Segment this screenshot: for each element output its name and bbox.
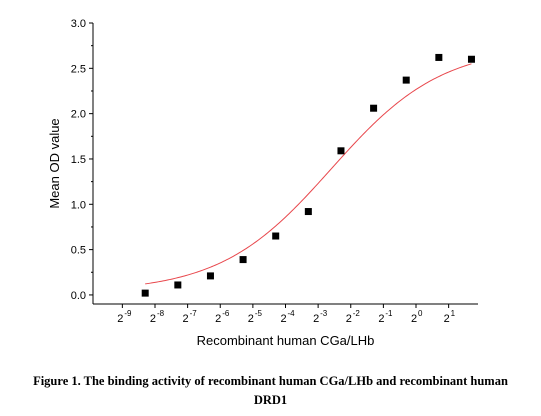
data-point xyxy=(206,272,214,280)
data-points xyxy=(141,53,475,297)
data-point xyxy=(174,281,182,289)
data-point xyxy=(141,289,149,297)
data-point xyxy=(239,256,247,264)
x-tick-superscript: -2 xyxy=(353,309,361,318)
x-tick-superscript: 1 xyxy=(451,309,456,318)
x-tick-label: 2 xyxy=(444,313,450,325)
x-tick-label: 2 xyxy=(378,313,384,325)
y-axis-ticks: 0.0 0.5 1.0 1.5 2.0 2.5 3.0 xyxy=(71,18,93,302)
y-tick-label: 3.0 xyxy=(71,18,86,30)
x-tick-superscript: -6 xyxy=(222,309,230,318)
data-point xyxy=(337,147,345,155)
x-axis-ticks: 2 -9 2 -8 2 -7 2 -6 2 -5 2 -4 2 -3 2 -2 2 -1 2 0 2 1 xyxy=(117,304,456,325)
fit-curve xyxy=(145,63,472,285)
data-point xyxy=(435,53,443,61)
y-tick-label: 0.5 xyxy=(71,245,86,257)
x-tick-superscript: -3 xyxy=(320,309,328,318)
y-tick-label: 0.0 xyxy=(71,290,86,302)
x-tick-superscript: -7 xyxy=(190,309,198,318)
x-tick-label: 2 xyxy=(183,313,189,325)
data-point xyxy=(402,76,410,84)
x-tick-label: 2 xyxy=(215,313,221,325)
x-tick-label: 2 xyxy=(346,313,352,325)
x-tick-superscript: -4 xyxy=(288,309,296,318)
data-point xyxy=(370,104,378,112)
caption-line-1: Figure 1. The binding activity of recomb… xyxy=(33,374,508,388)
data-point xyxy=(304,208,312,216)
y-tick-label: 2.5 xyxy=(71,63,86,75)
x-tick-superscript: 0 xyxy=(418,309,423,318)
y-tick-label: 2.0 xyxy=(71,109,86,121)
x-tick-superscript: -1 xyxy=(385,309,393,318)
y-axis-label: Mean OD value xyxy=(47,118,62,208)
x-tick-label: 2 xyxy=(117,313,123,325)
x-tick-label: 2 xyxy=(248,313,254,325)
x-tick-superscript: -5 xyxy=(255,309,263,318)
figure-caption: Figure 1. The binding activity of recomb… xyxy=(0,372,541,410)
x-tick-label: 2 xyxy=(313,313,319,325)
x-tick-superscript: -8 xyxy=(157,309,165,318)
x-axis-label: Recombinant human CGa/LHb xyxy=(197,333,375,348)
y-tick-label: 1.0 xyxy=(71,199,86,211)
data-point xyxy=(272,232,280,240)
chart: 0.00.51.01.52.02.53.0 2 -9 2 -8 2 -7 2 -6 2 -5 2 -4… xyxy=(47,18,478,348)
y-tick-label: 1.5 xyxy=(71,154,86,166)
caption-line-2: DRD1 xyxy=(253,393,288,407)
data-point xyxy=(467,55,475,63)
x-tick-label: 2 xyxy=(280,313,286,325)
x-tick-superscript: -9 xyxy=(124,309,132,318)
x-tick-label: 2 xyxy=(150,313,156,325)
x-tick-label: 2 xyxy=(411,313,417,325)
axes xyxy=(92,23,478,305)
